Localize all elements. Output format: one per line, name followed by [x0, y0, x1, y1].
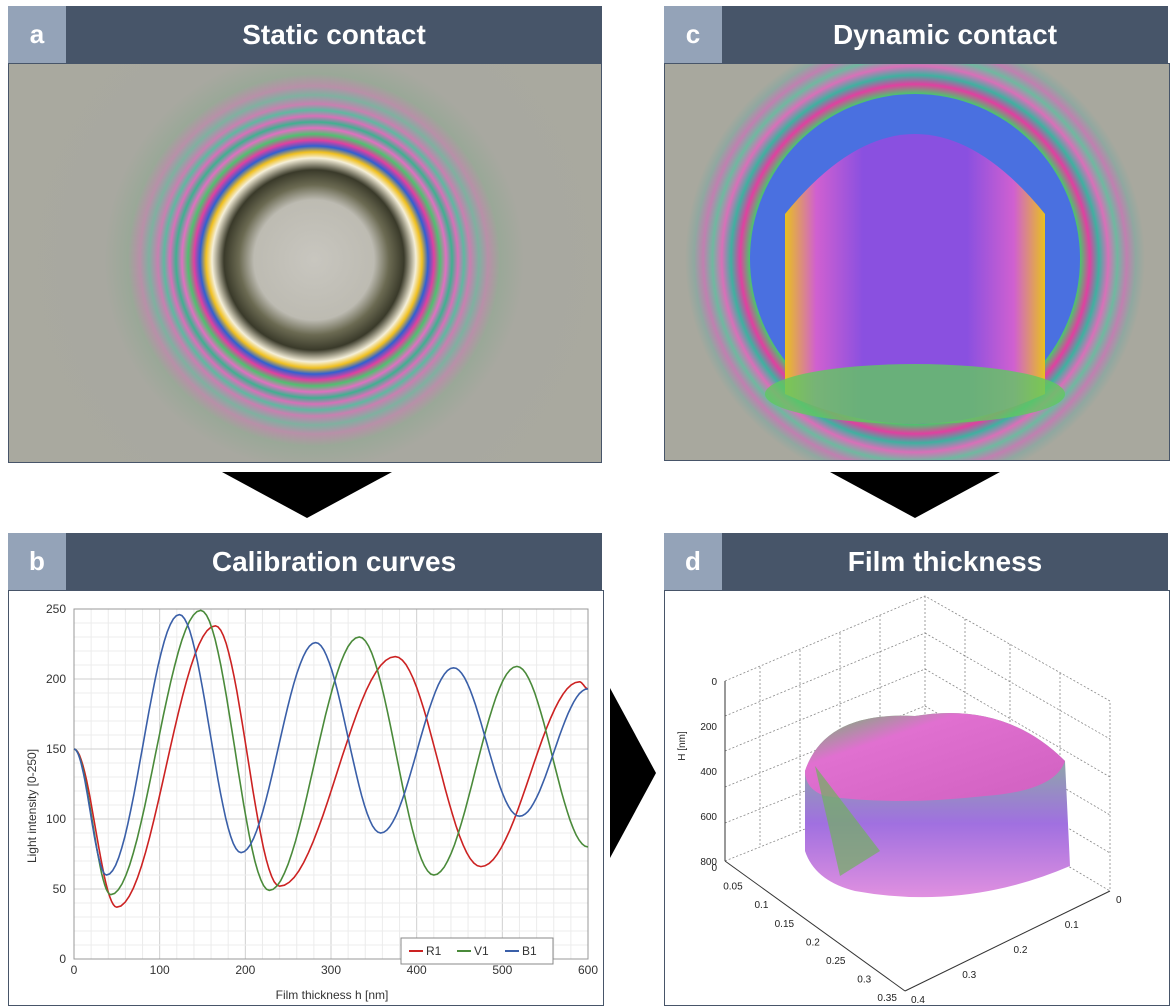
y-tick-label: 150	[46, 742, 66, 756]
arrow-down-c-icon	[830, 472, 1000, 518]
x-tick-label: 600	[578, 963, 598, 977]
y-tick-label: 0	[59, 952, 66, 966]
x-tick-label: 100	[150, 963, 170, 977]
y-tick-label: 200	[46, 672, 66, 686]
panel-a-title: Static contact	[242, 18, 426, 50]
panel-b-letter: b	[8, 533, 66, 590]
panel-c-title: Dynamic contact	[832, 18, 1058, 50]
z-tick-label: 0	[711, 677, 717, 688]
x-tick-label: 0.15	[775, 919, 795, 930]
z-tick-label: 600	[700, 812, 717, 823]
film-thickness-plot-frame: 0 200 400 600 800 0 0.05 0.1 0.15 0.2 0.25 0.3 0.35 0…	[664, 590, 1170, 1006]
x-tick-label: 500	[492, 963, 512, 977]
series-line-v1	[73, 609, 589, 896]
x-tick-label: 300	[321, 963, 341, 977]
z-tick-label: 200	[700, 722, 717, 733]
y-tick-label: 0.2	[1014, 945, 1028, 956]
panel-b-title: Calibration curves	[211, 545, 457, 577]
x-tick-label: 0.35	[877, 993, 897, 1004]
z-tick-label: 400	[700, 767, 717, 778]
panel-d-header: d Film thickness	[664, 533, 1168, 590]
arrow-right-icon	[610, 688, 656, 858]
x-tick-label: 400	[407, 963, 427, 977]
x-axis-label: Film thickness h [nm]	[276, 988, 389, 1002]
x-tick-label: 0.25	[826, 956, 846, 967]
z-axis-label: H [nm]	[677, 731, 688, 761]
series-line-b1	[73, 613, 589, 876]
y-axis-label: Light intensity [0-250]	[25, 749, 39, 863]
y-tick-label: 0.3	[962, 970, 976, 981]
arrow-down-a-icon	[222, 472, 392, 518]
y-tick-label: 0.4	[911, 995, 925, 1005]
y-tick-label: 50	[53, 882, 67, 896]
dynamic-contact-image	[664, 63, 1170, 461]
x-tick-label: 0.05	[723, 882, 743, 893]
calibration-chart-frame: 0 100 200 300 400 500 600 0 50 100 150 200 250 Film …	[8, 590, 604, 1006]
static-contact-image	[8, 63, 602, 463]
z-tick-label: 800	[700, 857, 717, 868]
panel-b-header: b Calibration curves	[8, 533, 602, 590]
x-tick-label: 0	[711, 863, 717, 874]
legend: R1 V1 B1	[400, 937, 554, 965]
x-tick-label: 200	[235, 963, 255, 977]
panel-c-header: c Dynamic contact	[664, 6, 1168, 63]
plot-area	[73, 608, 589, 960]
legend-b1: B1	[522, 944, 537, 958]
x-tick-label: 0.2	[806, 937, 820, 948]
panel-a-letter: a	[8, 6, 66, 63]
legend-v1: V1	[474, 944, 489, 958]
legend-r1: R1	[426, 944, 442, 958]
y-tick-label: 0.1	[1065, 920, 1079, 931]
panel-a-header: a Static contact	[8, 6, 602, 63]
panel-c-letter: c	[664, 6, 722, 63]
y-tick-label: 250	[46, 602, 66, 616]
calibration-chart: 0 100 200 300 400 500 600 0 50 100 150 200 250 Film …	[25, 602, 598, 1002]
panel-d-title: Film thickness	[847, 545, 1043, 577]
series-line-r1	[73, 624, 588, 909]
y-tick-label: 0	[1116, 895, 1122, 906]
x-tick-label: 0.1	[754, 900, 768, 911]
x-tick-label: 0.3	[857, 975, 871, 986]
x-tick-label: 0	[71, 963, 78, 977]
panel-d-letter: d	[664, 533, 722, 590]
y-tick-label: 100	[46, 812, 66, 826]
